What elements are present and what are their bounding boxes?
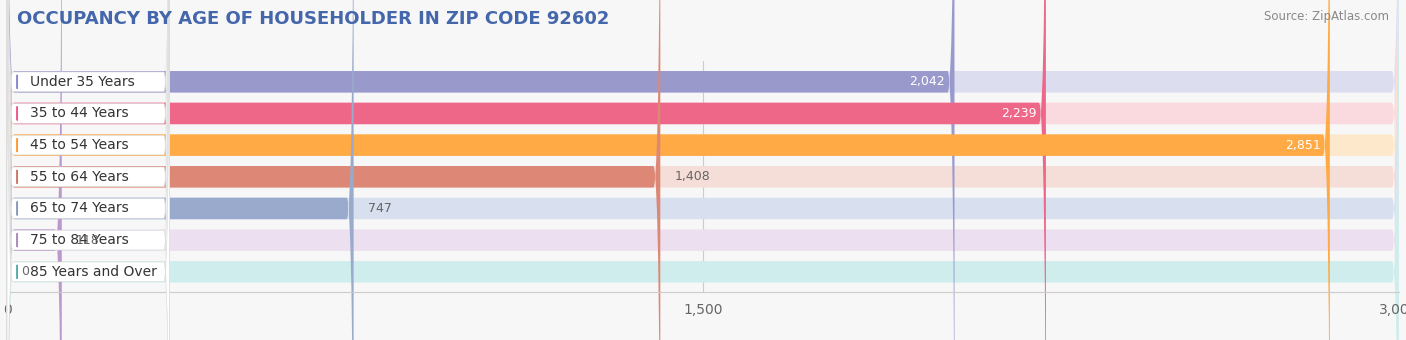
Text: 2,239: 2,239 [1001,107,1036,120]
Text: 0: 0 [21,265,30,278]
FancyBboxPatch shape [7,0,1046,340]
Text: 55 to 64 Years: 55 to 64 Years [31,170,129,184]
Text: 75 to 84 Years: 75 to 84 Years [31,233,129,247]
Text: 85 Years and Over: 85 Years and Over [31,265,157,279]
Text: Under 35 Years: Under 35 Years [31,75,135,89]
Text: 747: 747 [367,202,391,215]
Text: 118: 118 [76,234,100,246]
Text: OCCUPANCY BY AGE OF HOUSEHOLDER IN ZIP CODE 92602: OCCUPANCY BY AGE OF HOUSEHOLDER IN ZIP C… [17,10,609,28]
FancyBboxPatch shape [7,0,661,340]
FancyBboxPatch shape [7,0,170,340]
FancyBboxPatch shape [7,0,1399,340]
FancyBboxPatch shape [7,0,955,340]
Text: 65 to 74 Years: 65 to 74 Years [31,202,129,216]
FancyBboxPatch shape [7,0,1399,340]
Text: 1,408: 1,408 [675,170,710,183]
FancyBboxPatch shape [7,0,1399,340]
FancyBboxPatch shape [7,0,1330,340]
FancyBboxPatch shape [7,0,1399,340]
Text: 35 to 44 Years: 35 to 44 Years [31,106,129,120]
FancyBboxPatch shape [7,0,62,340]
FancyBboxPatch shape [7,0,354,340]
FancyBboxPatch shape [7,0,170,340]
FancyBboxPatch shape [7,0,170,340]
FancyBboxPatch shape [7,0,170,340]
FancyBboxPatch shape [7,0,1399,340]
FancyBboxPatch shape [7,0,170,340]
Text: 2,851: 2,851 [1285,139,1320,152]
FancyBboxPatch shape [7,0,170,340]
Text: Source: ZipAtlas.com: Source: ZipAtlas.com [1264,10,1389,23]
Text: 2,042: 2,042 [910,75,945,88]
FancyBboxPatch shape [7,0,1399,340]
FancyBboxPatch shape [7,0,1399,340]
FancyBboxPatch shape [7,0,170,340]
Text: 45 to 54 Years: 45 to 54 Years [31,138,129,152]
